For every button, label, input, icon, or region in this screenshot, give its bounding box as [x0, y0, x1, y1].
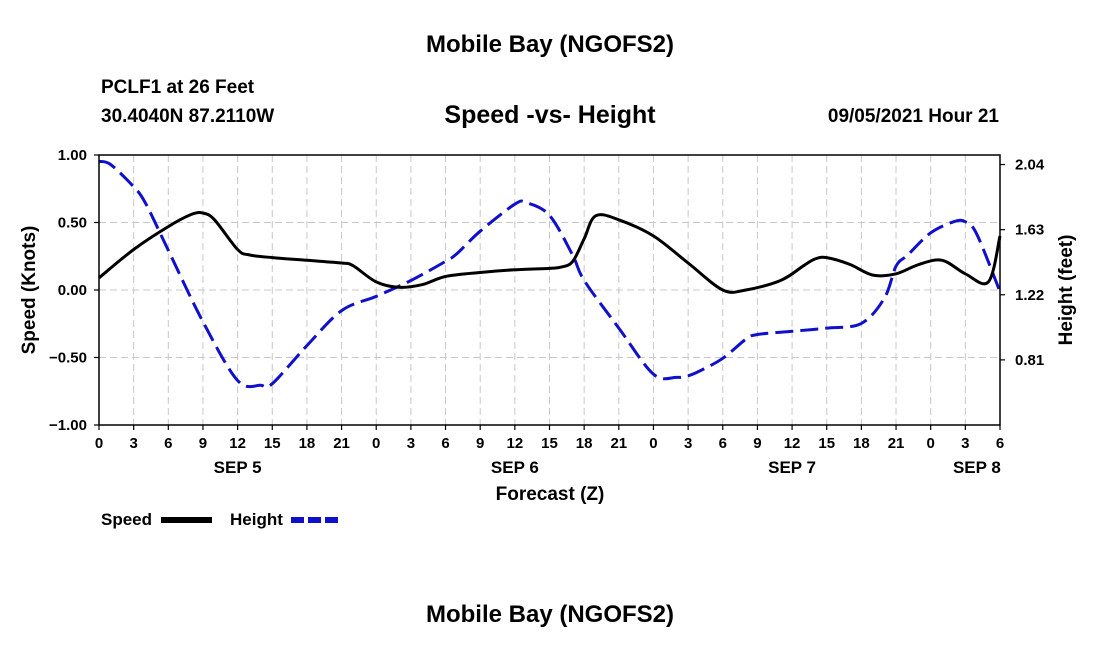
y-axis-left-title: Speed (Knots): [19, 226, 40, 355]
gridlines: [99, 155, 1000, 425]
y-left-tick-label: 0.00: [58, 282, 87, 299]
x-tick-label: 0: [649, 435, 657, 452]
series-line-height: [98, 159, 1002, 389]
x-tick-label: 9: [753, 435, 761, 452]
forecast-timestamp: 09/05/2021 Hour 21: [827, 106, 999, 127]
x-tick-label: 0: [927, 435, 935, 452]
x-tick-label: 3: [684, 435, 692, 452]
y-right-tick-label: 0.81: [1015, 352, 1044, 369]
series-lines: [98, 159, 1002, 389]
axis-ticks: [94, 154, 1005, 430]
series-line-speed: [98, 211, 1002, 294]
y-left-tick-label: 1.00: [58, 147, 87, 164]
x-tick-label: 3: [129, 435, 137, 452]
footer-title: Mobile Bay (NGOFS2): [425, 601, 675, 628]
legend-label-speed: Speed: [101, 510, 152, 529]
x-tick-label: 0: [372, 435, 380, 452]
station-label: PCLF1 at 26 Feet: [101, 77, 255, 98]
x-axis-title: Forecast (Z): [496, 484, 605, 505]
x-tick-label: 21: [333, 435, 350, 452]
x-tick-label: 9: [199, 435, 207, 452]
legend: Speed Height: [101, 510, 342, 529]
y-right-tick-label: 2.04: [1015, 157, 1045, 174]
x-tick-label: 3: [961, 435, 969, 452]
x-tick-label: 12: [229, 435, 246, 452]
x-tick-label: 0: [95, 435, 103, 452]
chart-subtitle: Speed -vs- Height: [444, 101, 656, 129]
date-label: SEP 5: [214, 458, 262, 477]
y-left-tick-label: −1.00: [49, 417, 87, 434]
y-axis-right-title: Height (feet): [1056, 235, 1077, 346]
x-tick-label: 18: [853, 435, 870, 452]
date-label: SEP 7: [768, 458, 816, 477]
x-tick-label: 21: [888, 435, 905, 452]
y-left-tick-label: 0.50: [58, 215, 87, 232]
x-tick-label: 6: [164, 435, 172, 452]
legend-label-height: Height: [230, 510, 283, 529]
x-tick-label: 21: [610, 435, 627, 452]
x-tick-label: 18: [576, 435, 593, 452]
chart-title: Mobile Bay (NGOFS2): [425, 31, 675, 58]
y-left-tick-label: −0.50: [49, 350, 87, 367]
x-tick-label: 3: [407, 435, 415, 452]
x-tick-label: 15: [264, 435, 281, 452]
station-coords: 30.4040N 87.2110W: [101, 106, 275, 127]
y-right-tick-label: 1.63: [1015, 222, 1044, 239]
x-tick-label: 9: [476, 435, 484, 452]
x-tick-label: 18: [299, 435, 316, 452]
axis-labels: 0 3 6 9 12 15 18 21 0 3 6 9 12 15 18 21 0 3 6 9 12 15 18 21 0 3 6 S…: [49, 147, 1045, 477]
y-right-tick-label: 1.22: [1015, 287, 1044, 304]
x-tick-label: 15: [541, 435, 558, 452]
x-tick-label: 6: [996, 435, 1004, 452]
date-label: SEP 8: [953, 458, 1001, 477]
x-tick-label: 6: [441, 435, 449, 452]
x-tick-label: 12: [784, 435, 801, 452]
date-label: SEP 6: [491, 458, 539, 477]
x-tick-label: 15: [818, 435, 835, 452]
x-tick-label: 6: [719, 435, 727, 452]
x-tick-label: 12: [507, 435, 524, 452]
